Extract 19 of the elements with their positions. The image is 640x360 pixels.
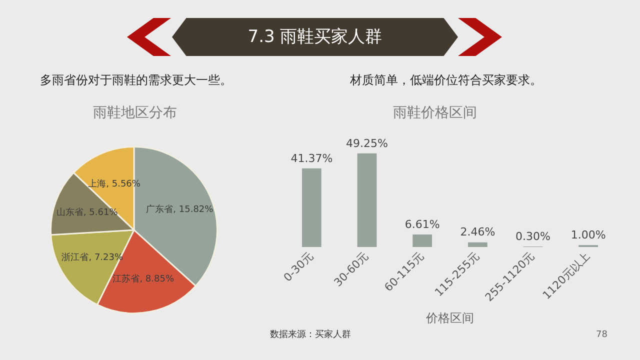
data-label: 6.61% <box>404 218 440 231</box>
chart-subtitle: 多雨省份对于雨鞋的需求更大一些。 <box>40 72 232 89</box>
text: 78 <box>596 330 608 340</box>
bar <box>357 153 377 248</box>
data-label: 0.30% <box>516 230 550 243</box>
data-label: 2.46% <box>460 226 496 239</box>
source-note: 数据来源：买家人群 <box>270 328 351 341</box>
bar <box>468 242 488 248</box>
x-axis-title: 价格区间 <box>425 310 474 325</box>
bar <box>412 234 432 248</box>
data-label: 41.37% <box>290 152 333 165</box>
chart-subtitle: 材质简单，低端价位符合买家要求。 <box>350 72 542 89</box>
data-label: 1.00% <box>570 228 606 242</box>
chart-title: 雨鞋价格区间 <box>392 104 478 122</box>
slice-label: 江苏省, 8.85% <box>112 273 174 284</box>
slice-label: 广东省, 15.82% <box>146 204 214 216</box>
bar <box>302 168 322 248</box>
chart-title: 雨鞋地区分布 <box>92 104 178 122</box>
data-label: 49.25% <box>346 136 388 150</box>
